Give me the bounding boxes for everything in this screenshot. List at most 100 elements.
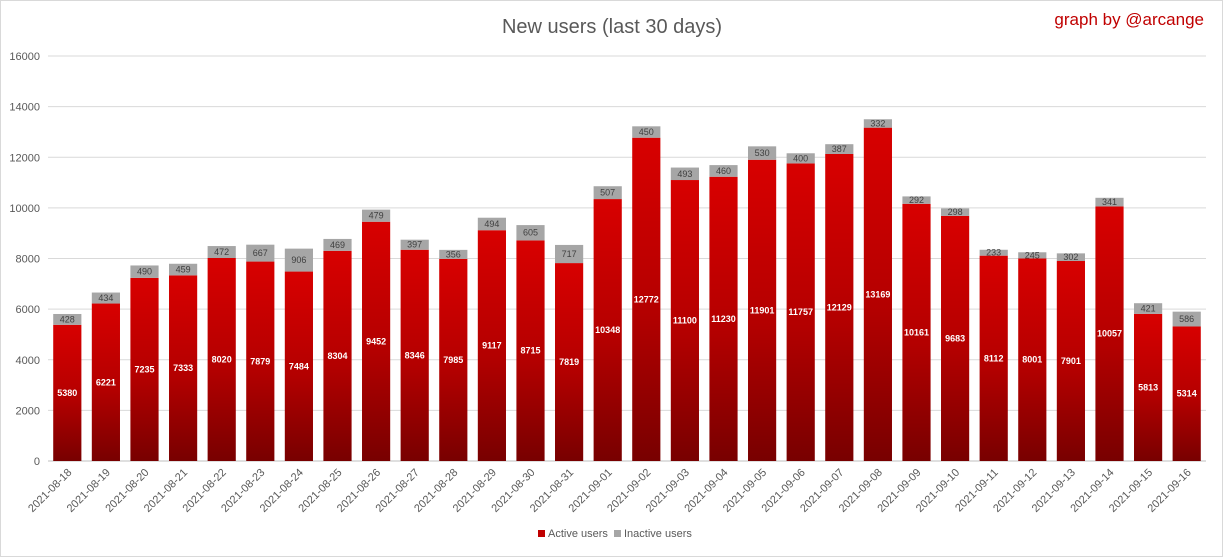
bar-active-users [941, 215, 970, 461]
bar-active-users [362, 221, 391, 461]
data-label-inactive: 292 [909, 195, 924, 205]
chart-title: New users (last 30 days) [502, 16, 722, 38]
data-label-active: 8715 [520, 346, 540, 356]
data-label-inactive: 717 [562, 249, 577, 259]
bar-active-users [1172, 326, 1201, 461]
bar-inactive-users [786, 153, 815, 164]
bar-active-users [748, 159, 777, 462]
data-label-active: 7879 [250, 356, 270, 366]
y-tick-label: 8000 [16, 254, 40, 266]
bar-inactive-users [439, 249, 468, 259]
data-label-active: 8304 [327, 351, 347, 361]
legend-swatch-active [538, 530, 545, 537]
data-label-inactive: 479 [369, 211, 384, 221]
bar-active-users [169, 275, 198, 461]
y-tick-label: 16000 [9, 51, 40, 63]
data-label-active: 11230 [711, 314, 736, 324]
bar-inactive-users [323, 238, 352, 251]
data-label-inactive: 530 [755, 148, 770, 158]
bars-layer: 5380 428 6221 434 7235 490 7333 459 8020 472 7879 6… [53, 118, 1201, 462]
data-label-inactive: 459 [176, 265, 191, 275]
data-label-active: 10348 [595, 325, 620, 335]
bar-inactive-users [555, 244, 584, 264]
data-label-inactive: 490 [137, 267, 152, 277]
data-label-active: 12772 [634, 294, 659, 304]
bar-active-users [1134, 313, 1163, 461]
data-label-inactive: 494 [484, 219, 499, 229]
y-tick-label: 4000 [16, 355, 40, 367]
data-label-inactive: 472 [214, 247, 229, 257]
data-label-inactive: 233 [986, 248, 1001, 258]
bar-inactive-users [748, 146, 777, 160]
bar-inactive-users [941, 208, 970, 216]
data-label-inactive: 906 [291, 255, 306, 265]
data-label-active: 5813 [1138, 382, 1158, 392]
data-label-active: 7901 [1061, 356, 1081, 366]
data-label-inactive: 421 [1141, 304, 1156, 314]
bar-inactive-users [632, 126, 661, 138]
bar-inactive-users [709, 165, 738, 177]
data-label-inactive: 245 [1025, 250, 1040, 260]
bar-inactive-users [169, 263, 198, 276]
data-label-active: 8020 [212, 354, 232, 364]
data-label-active: 12129 [827, 302, 852, 312]
bar-active-users [709, 176, 738, 461]
legend: Active users Inactive users [538, 528, 692, 540]
bar-inactive-users [362, 209, 391, 222]
bar-active-users [670, 180, 699, 461]
bar-inactive-users [207, 246, 236, 258]
data-label-inactive: 493 [677, 169, 692, 179]
data-label-active: 7235 [134, 364, 154, 374]
bar-inactive-users [53, 313, 82, 325]
data-label-active: 7333 [173, 363, 193, 373]
data-label-active: 11757 [788, 307, 813, 317]
bar-active-users [593, 199, 622, 461]
chart-credit: graph by @arcange [1054, 10, 1204, 29]
data-label-inactive: 507 [600, 188, 615, 198]
bar-inactive-users [1056, 253, 1085, 262]
bar-inactive-users [1172, 311, 1201, 327]
bar-active-users [400, 249, 429, 461]
bar-active-users [477, 230, 506, 461]
data-label-active: 10057 [1097, 329, 1122, 339]
data-label-active: 8001 [1022, 355, 1042, 365]
data-label-inactive: 450 [639, 127, 654, 137]
data-label-active: 8112 [984, 353, 1004, 363]
legend-swatch-inactive [614, 530, 621, 537]
bar-inactive-users [477, 217, 506, 231]
data-label-inactive: 460 [716, 166, 731, 176]
bar-inactive-users [1134, 303, 1163, 314]
bar-inactive-users [130, 265, 159, 278]
bar-active-users [130, 277, 159, 461]
data-label-inactive: 586 [1179, 314, 1194, 324]
data-label-inactive: 428 [60, 314, 75, 324]
bar-inactive-users [246, 244, 275, 262]
bar-active-users [863, 127, 892, 461]
bar-inactive-users [284, 248, 313, 272]
bar-inactive-users [593, 186, 622, 200]
data-label-active: 9683 [945, 333, 965, 343]
bar-inactive-users [516, 225, 545, 241]
bar-active-users [91, 303, 120, 461]
data-label-inactive: 434 [98, 293, 113, 303]
bar-active-users [1018, 258, 1047, 461]
bar-active-users [439, 258, 468, 461]
legend-label-inactive: Inactive users [624, 528, 692, 540]
data-label-active: 7985 [443, 355, 463, 365]
y-tick-label: 0 [34, 456, 40, 468]
bar-active-users [1056, 261, 1085, 461]
data-label-active: 8346 [405, 350, 425, 360]
bar-active-users [632, 137, 661, 462]
bar-active-users [979, 255, 1008, 461]
bar-active-users [516, 240, 545, 461]
bar-active-users [323, 250, 352, 461]
y-tick-label: 6000 [16, 304, 40, 316]
bar-active-users [53, 324, 82, 461]
data-label-inactive: 387 [832, 144, 847, 154]
bar-active-users [902, 203, 931, 461]
bar-inactive-users [979, 249, 1008, 256]
bar-inactive-users [400, 239, 429, 250]
legend-label-active: Active users [548, 528, 608, 540]
